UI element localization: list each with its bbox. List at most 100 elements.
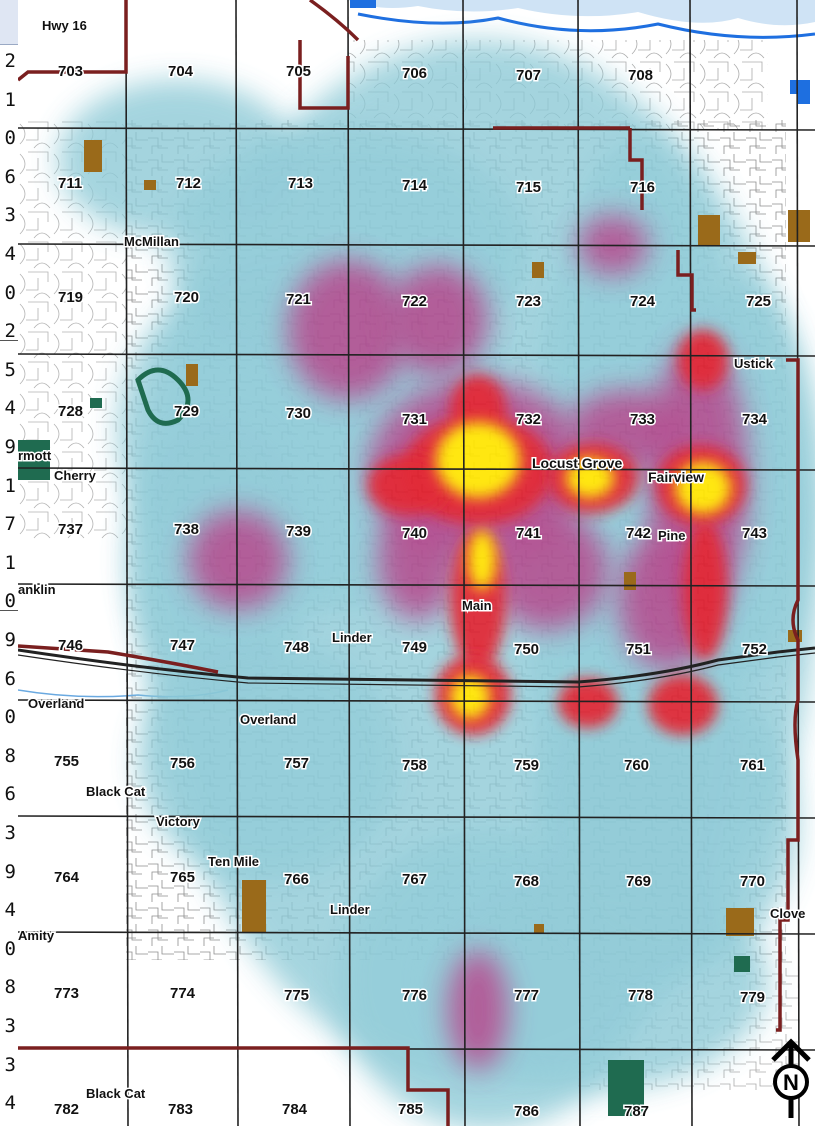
pond — [350, 0, 376, 8]
section-label: 721 — [286, 291, 311, 308]
section-label: 714 — [402, 177, 428, 194]
left-column-value: 0 — [4, 706, 16, 729]
section-line-horizontal — [18, 583, 815, 587]
section-label: 705 — [286, 63, 311, 80]
heat-zone-high — [678, 330, 728, 390]
section-label: 775 — [284, 987, 309, 1004]
section-line-vertical — [125, 0, 129, 1126]
city-boundary — [18, 0, 800, 1126]
left-column-value: 3 — [4, 1053, 16, 1076]
section-line-horizontal — [18, 467, 815, 471]
place-label: Fairview — [648, 469, 704, 485]
section-label: 777 — [514, 987, 539, 1004]
facility-parcels — [18, 140, 810, 1116]
heat-layer — [58, 40, 815, 1126]
park-parcel — [608, 1060, 644, 1116]
section-line-horizontal — [18, 699, 815, 703]
interstate-lane — [18, 652, 815, 688]
section-label: 711 — [58, 175, 82, 192]
heat-zone-mid — [488, 510, 608, 630]
map-canvas: 703 704 705 706 707 708 711 712 713 714 715 716 719 7… — [18, 0, 815, 1126]
road-label: Cherry — [54, 468, 97, 483]
section-line-vertical — [577, 0, 581, 1126]
section-label: 737 — [58, 521, 83, 538]
left-column-value: 0 — [4, 127, 16, 150]
facility-parcel — [534, 924, 544, 934]
heatmap-map: 703 704 705 706 707 708 711 712 713 714 715 716 719 7… — [18, 0, 815, 1126]
left-column-value: 2 — [4, 50, 16, 72]
left-column-value: 9 — [4, 860, 16, 883]
section-line-vertical — [347, 0, 351, 1126]
section-label: 715 — [516, 179, 541, 196]
section-label: 738 — [174, 521, 199, 538]
river-channel — [357, 12, 815, 39]
section-label: 739 — [286, 523, 311, 540]
section-label: 766 — [284, 871, 309, 888]
section-label: 748 — [284, 639, 309, 656]
section-label: 751 — [626, 641, 651, 658]
heat-zone-high — [648, 675, 718, 735]
section-label: 764 — [54, 869, 80, 886]
section-label: 729 — [174, 403, 199, 420]
section-label: 713 — [288, 175, 313, 192]
boundary-segment — [676, 250, 696, 312]
section-label: 732 — [516, 411, 541, 428]
section-label: 733 — [630, 411, 655, 428]
left-column-value: 6 — [4, 165, 16, 188]
facility-parcel — [788, 210, 810, 242]
section-line-horizontal — [18, 931, 815, 935]
left-column-value: 6 — [4, 783, 16, 806]
north-arrow-head — [771, 1038, 811, 1062]
section-label: 756 — [170, 755, 195, 772]
column-header — [0, 0, 18, 45]
section-label: 750 — [514, 641, 539, 658]
facility-parcel — [726, 908, 754, 936]
section-line-vertical — [235, 0, 239, 1126]
heat-zone-high — [683, 520, 727, 660]
section-label: 774 — [170, 985, 196, 1002]
road-label: Main — [462, 598, 492, 613]
left-column-value: 5 — [4, 358, 16, 381]
section-line-horizontal — [18, 243, 815, 247]
facility-parcel — [698, 215, 720, 245]
heat-zone-high — [558, 678, 618, 728]
heat-zone-mid — [448, 950, 508, 1070]
section-label: 725 — [746, 293, 771, 310]
left-column-value: 4 — [4, 243, 16, 265]
interstate — [18, 646, 815, 684]
section-line-horizontal — [18, 815, 815, 819]
section-line-vertical — [462, 0, 466, 1126]
road-label: Clove — [770, 906, 805, 921]
section-label: 747 — [170, 637, 195, 654]
section-line-vertical — [689, 0, 693, 1126]
section-label: 784 — [282, 1101, 308, 1118]
section-label: 720 — [174, 289, 199, 306]
section-label: 778 — [628, 987, 653, 1004]
river — [348, 0, 815, 26]
section-label: 740 — [402, 525, 427, 542]
section-label: 765 — [170, 869, 195, 886]
left-column-value: 0 — [4, 590, 16, 613]
road-label: Ten Mile — [208, 854, 259, 869]
section-grid — [18, 0, 815, 1126]
section-line-horizontal — [18, 127, 815, 131]
left-column-value: 0 — [4, 937, 16, 960]
section-label: 757 — [284, 755, 309, 772]
heat-zone-peak — [566, 458, 614, 498]
section-label: 704 — [168, 63, 194, 80]
heat-zone-mid — [378, 500, 458, 620]
section-label: 749 — [402, 639, 427, 656]
section-label: 746 — [58, 637, 83, 654]
heat-zone-high — [368, 455, 448, 515]
section-label: 722 — [402, 293, 427, 310]
road-label: Overland — [240, 712, 296, 727]
labels: 703 704 705 706 707 708 711 712 713 714 715 716 719 7… — [18, 17, 807, 1122]
facility-parcel — [738, 252, 756, 264]
left-column-value: 8 — [4, 976, 16, 999]
north-arrow: N — [771, 1038, 811, 1118]
section-label: 767 — [402, 871, 427, 888]
boundary-segment — [776, 358, 800, 1032]
left-column-value: 9 — [4, 436, 16, 458]
section-label: 783 — [168, 1101, 193, 1118]
section-label: 734 — [742, 411, 768, 428]
